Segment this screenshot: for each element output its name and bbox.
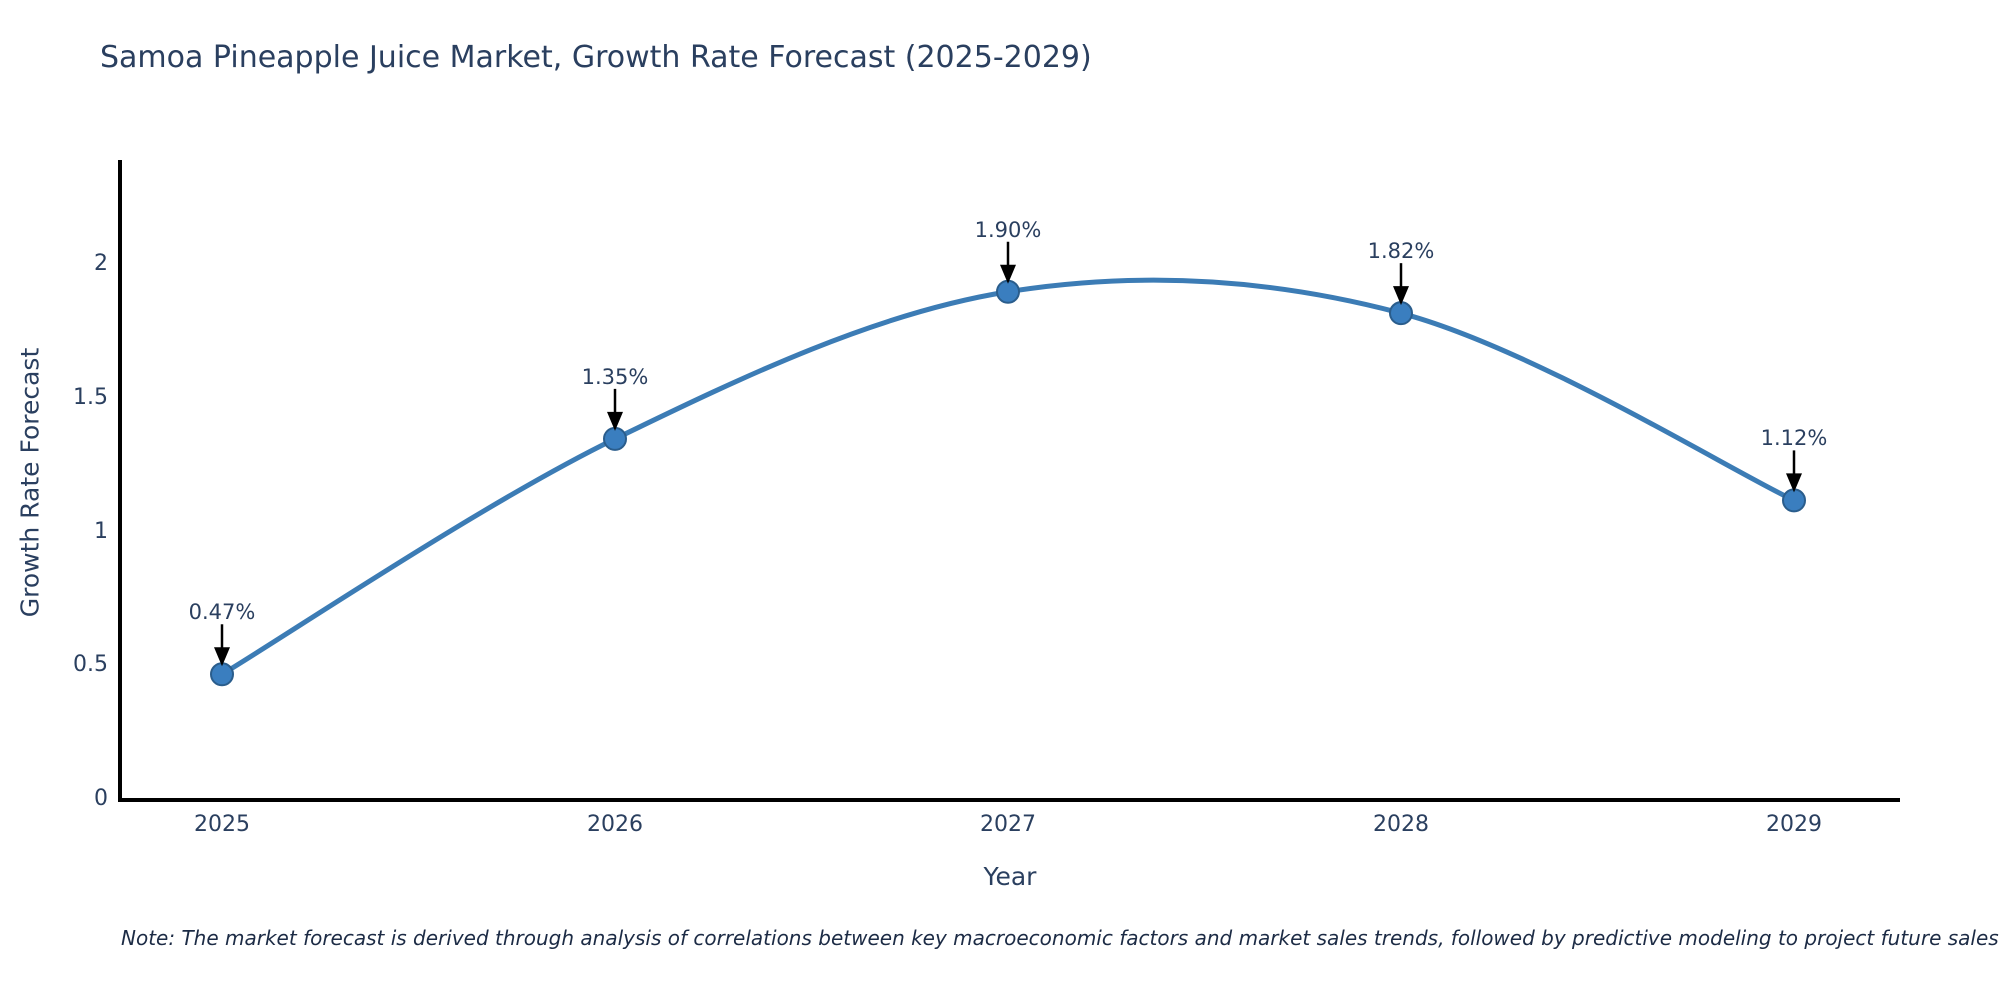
data-point-marker	[996, 279, 1020, 304]
chart-title: Samoa Pineapple Juice Market, Growth Rat…	[100, 40, 1092, 75]
y-tick-label: 1	[94, 518, 108, 544]
x-tick-label: 2027	[980, 812, 1036, 837]
data-point-marker	[1782, 488, 1806, 513]
point-annotation: 1.82%	[1367, 239, 1435, 264]
point-annotation: 1.90%	[974, 217, 1042, 242]
annotation-arrowhead	[1000, 264, 1016, 284]
x-tick-label: 2028	[1373, 812, 1429, 837]
point-annotation: 1.12%	[1760, 426, 1828, 451]
axis-lines	[118, 160, 1900, 802]
annotation-arrowhead	[1393, 286, 1409, 306]
x-tick-label: 2026	[587, 812, 643, 837]
y-tick-label: 0	[94, 786, 108, 811]
point-annotation: 0.47%	[188, 600, 256, 625]
point-annotation: 1.35%	[581, 364, 649, 389]
annotation-arrowhead	[1786, 473, 1802, 493]
x-axis-title: Year	[983, 862, 1037, 891]
x-tick-label: 2029	[1766, 812, 1822, 837]
y-tick-label: 2	[94, 251, 108, 276]
annotation-arrowhead	[607, 411, 623, 431]
x-tick-label: 2025	[194, 812, 250, 837]
forecast-line	[219, 277, 1797, 677]
y-tick-label: 1.5	[73, 384, 108, 410]
data-point-marker	[1389, 301, 1413, 326]
data-point-marker	[603, 426, 627, 451]
y-tick-label: 0.5	[73, 652, 108, 678]
y-axis-title: Growth Rate Forecast	[15, 347, 45, 618]
annotation-arrowhead	[214, 647, 230, 667]
data-point-marker	[210, 662, 234, 687]
chart-footnote: Note: The market forecast is derived thr…	[121, 926, 1999, 950]
